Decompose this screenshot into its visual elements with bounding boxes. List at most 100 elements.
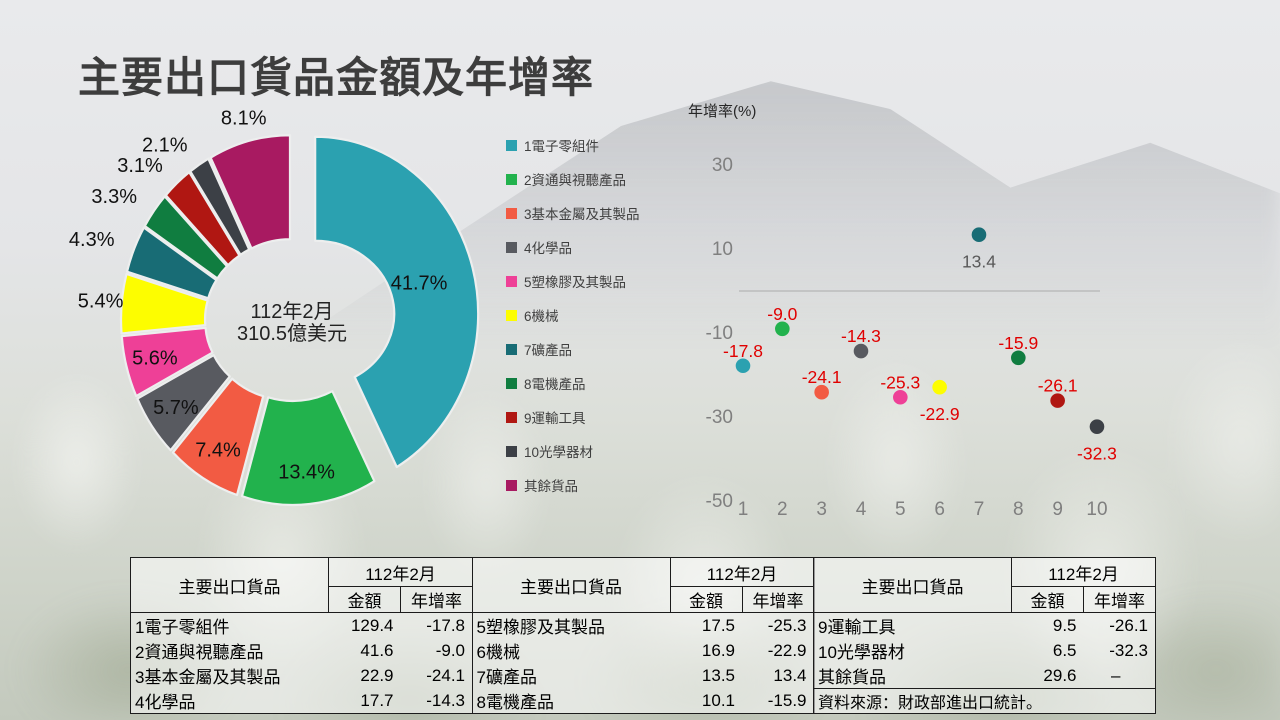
cell-amount: 10.1: [701, 690, 735, 710]
table-row: 7礦產品 13.5 13.4: [472, 663, 814, 688]
donut-slice: [209, 134, 292, 250]
scatter-point: [932, 379, 947, 395]
legend-label: 4化學品: [524, 241, 573, 256]
table-source-row: 資料來源：財政部進出口統計。: [813, 688, 1156, 714]
table-row: 9運輸工具 9.5 -26.1: [814, 613, 1156, 639]
donut-slice-label: 3.1%: [117, 155, 163, 177]
cell-yoy: -24.1: [426, 665, 465, 685]
scatter-point-label: -22.9: [920, 404, 960, 424]
cell-amount: 41.6: [360, 640, 394, 660]
legend-label: 5塑橡膠及其製品: [524, 275, 627, 290]
legend-label: 其餘貨品: [524, 479, 578, 494]
table-header-yoy: 年增率: [1083, 586, 1156, 613]
cell-amount: 17.5: [701, 615, 735, 635]
scatter-point: [971, 227, 987, 243]
table-header-yoy: 年增率: [400, 586, 473, 613]
cell-category: 4化學品: [135, 693, 196, 712]
legend-swatch-icon: [506, 275, 517, 287]
scatter-point: [1089, 419, 1105, 434]
source-note: 資料來源：財政部進出口統計。: [813, 688, 1156, 714]
donut-slice: [120, 326, 214, 398]
table-header-name: 主要出口貨品: [813, 557, 1012, 613]
export-table: 主要出口貨品 112年2月 金額 年增率 9運輸工具 9.5 -26.1 10光學器材 6.5 -…: [813, 557, 1156, 714]
legend-item: 其餘貨品: [506, 468, 640, 502]
cell-amount: 17.7: [360, 690, 394, 710]
scatter-x-tick-label: 5: [895, 499, 906, 520]
cell-category: 1電子零組件: [135, 618, 230, 637]
legend-swatch-icon: [506, 411, 517, 423]
table-row: 6機械 16.9 -22.9: [472, 638, 814, 663]
scatter-point-label: -14.3: [841, 326, 881, 346]
legend-label: 1電子零組件: [524, 139, 600, 154]
table-header-period: 112年2月: [670, 557, 814, 587]
legend-swatch-icon: [506, 343, 517, 355]
legend-swatch-icon: [506, 445, 517, 457]
donut-slice: [171, 377, 265, 497]
legend-item: 1電子零組件: [506, 128, 640, 162]
legend-swatch-icon: [506, 377, 517, 389]
table-row: 10光學器材 6.5 -32.3: [814, 638, 1156, 663]
scatter-point-label: -9.0: [767, 304, 797, 324]
cell-category: 2資通與視聽產品: [135, 643, 264, 662]
donut-slice: [136, 354, 231, 452]
table-row: 2資通與視聽產品 41.6 -9.0: [131, 638, 473, 663]
cell-amount: 6.5: [1052, 640, 1077, 660]
table-header-amount: 金額: [328, 586, 401, 613]
table-row: 1電子零組件 129.4 -17.8: [131, 613, 473, 639]
legend: 1電子零組件 2資通與視聽產品 3基本金屬及其製品 4化學品 5塑橡膠及其製品 6機械 7礦…: [506, 128, 640, 502]
cell-category: 3基本金屬及其製品: [135, 668, 281, 687]
cell-yoy: -14.3: [426, 690, 465, 710]
cell-category: 其餘貨品: [818, 668, 886, 687]
table-header-name: 主要出口貨品: [472, 557, 671, 613]
scatter-x-tick-label: 1: [738, 499, 749, 520]
scatter-point: [1050, 393, 1065, 408]
legend-swatch-icon: [506, 207, 517, 219]
cell-yoy: -22.9: [767, 640, 807, 660]
legend-label: 9運輸工具: [524, 411, 586, 426]
scatter-point: [735, 358, 751, 374]
table-header-period: 112年2月: [1011, 557, 1156, 587]
table-header-period: 112年2月: [328, 557, 473, 587]
page-title: 主要出口貨品金額及年增率: [78, 54, 595, 101]
cell-yoy: –: [1111, 665, 1121, 685]
table-row: 3基本金屬及其製品 22.9 -24.1: [131, 663, 473, 688]
scatter-point-label: -25.3: [880, 372, 920, 392]
cell-amount: 29.6: [1043, 665, 1077, 685]
legend-label: 6機械: [524, 309, 559, 324]
cell-category: 6機械: [476, 643, 520, 662]
legend-item: 5塑橡膠及其製品: [506, 264, 640, 298]
legend-item: 10光學器材: [506, 434, 640, 468]
donut-slice: [314, 135, 480, 469]
donut-slice-label: 7.4%: [195, 440, 241, 462]
scatter-point: [893, 389, 908, 405]
donut-slice-label: 4.3%: [69, 229, 115, 251]
scatter-point-label: -32.3: [1077, 444, 1117, 464]
donut-slice: [240, 390, 376, 507]
cell-amount: 16.9: [701, 640, 735, 660]
scatter-point: [775, 321, 790, 337]
scatter-y-tick-label: 10: [712, 239, 733, 260]
scatter-x-tick-label: 2: [777, 499, 788, 520]
legend-swatch-icon: [506, 241, 517, 253]
cell-amount: 22.9: [360, 665, 394, 685]
legend-swatch-icon: [506, 173, 517, 185]
table-row: 5塑橡膠及其製品 17.5 -25.3: [472, 613, 814, 639]
scatter-y-axis-title: 年增率(%): [688, 103, 756, 120]
donut-slice-label: 2.1%: [142, 134, 188, 156]
legend-item: 6機械: [506, 298, 640, 332]
legend-label: 7礦產品: [524, 343, 573, 358]
legend-label: 8電機產品: [524, 377, 586, 392]
cell-amount: 13.5: [701, 665, 735, 685]
donut-slice-label: 5.7%: [153, 397, 199, 419]
cell-yoy: -9.0: [435, 640, 465, 660]
scatter-point-label: 13.4: [962, 252, 996, 272]
legend-item: 7礦產品: [506, 332, 640, 366]
cell-yoy: -25.3: [767, 615, 807, 635]
cell-category: 10光學器材: [818, 643, 905, 662]
export-table: 主要出口貨品 112年2月 金額 年增率 5塑橡膠及其製品 17.5 -25.3 6機械 16.…: [471, 557, 815, 714]
scatter-x-tick-label: 7: [974, 499, 985, 520]
scatter-point-label: -17.8: [723, 341, 763, 361]
legend-item: 3基本金屬及其製品: [506, 196, 640, 230]
legend-label: 3基本金屬及其製品: [524, 207, 640, 222]
table-row: 其餘貨品 29.6 –: [814, 663, 1156, 689]
